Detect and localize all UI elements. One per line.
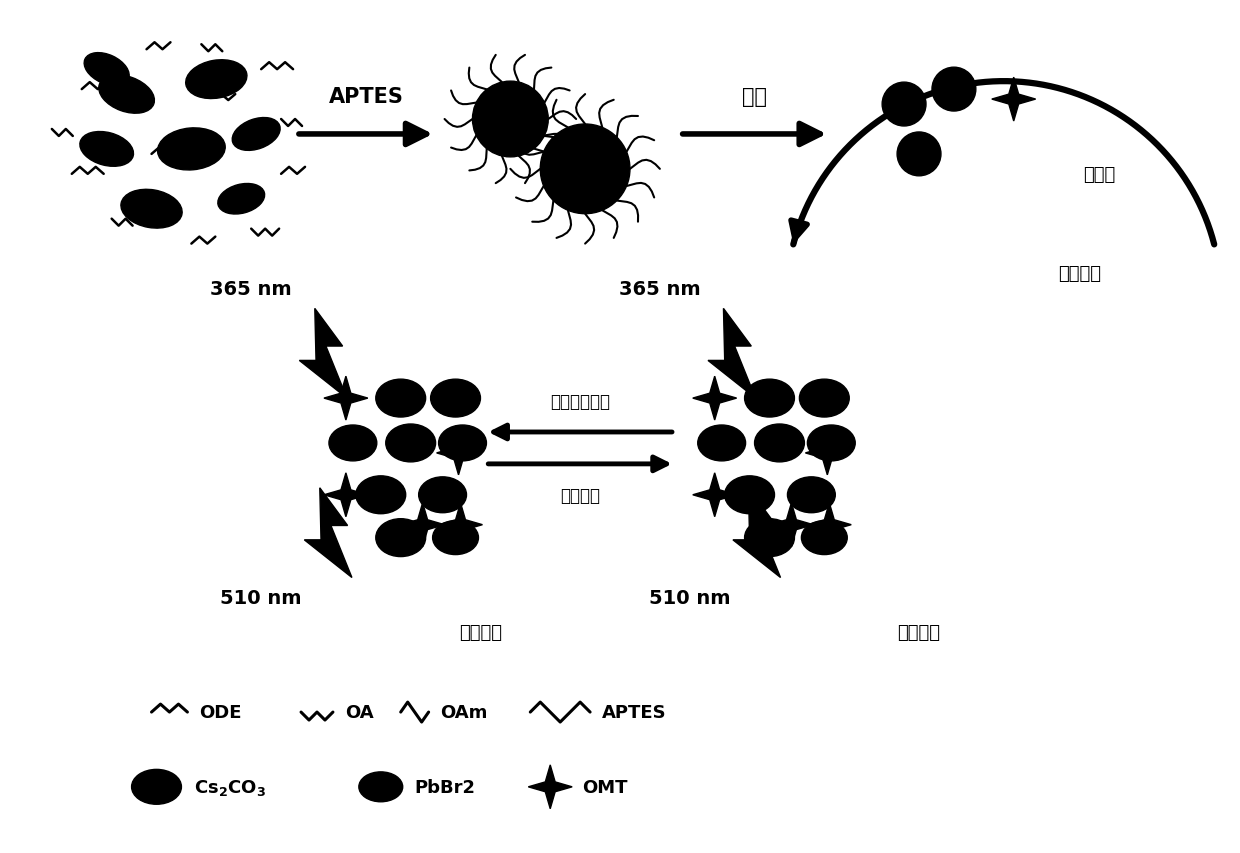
Polygon shape (401, 503, 445, 547)
Polygon shape (439, 503, 482, 547)
Circle shape (882, 83, 926, 127)
Polygon shape (528, 765, 572, 809)
Polygon shape (324, 473, 368, 517)
Ellipse shape (376, 519, 425, 557)
Ellipse shape (744, 380, 795, 417)
Ellipse shape (99, 76, 155, 114)
Ellipse shape (358, 772, 403, 802)
Polygon shape (806, 432, 849, 475)
Polygon shape (733, 488, 780, 577)
Text: 荧光恢复: 荧光恢复 (459, 624, 502, 641)
Ellipse shape (807, 426, 856, 461)
Text: OMT: OMT (582, 778, 627, 796)
Ellipse shape (386, 425, 435, 462)
Ellipse shape (433, 521, 479, 555)
Text: 聚合反应: 聚合反应 (1059, 265, 1101, 283)
Circle shape (897, 133, 941, 177)
Text: 交联剂: 交联剂 (1084, 165, 1116, 183)
Ellipse shape (79, 132, 134, 167)
Ellipse shape (329, 426, 377, 461)
Text: 365 nm: 365 nm (619, 280, 701, 299)
Polygon shape (324, 377, 368, 421)
Ellipse shape (186, 61, 247, 100)
Ellipse shape (356, 476, 405, 514)
Polygon shape (304, 488, 352, 577)
Ellipse shape (122, 190, 182, 229)
Ellipse shape (801, 521, 847, 555)
Ellipse shape (787, 478, 836, 514)
Ellipse shape (430, 380, 480, 417)
Ellipse shape (218, 184, 264, 215)
Text: 510 nm: 510 nm (649, 589, 730, 607)
Circle shape (472, 82, 548, 158)
Ellipse shape (84, 54, 129, 87)
Text: 365 nm: 365 nm (211, 280, 291, 299)
Polygon shape (807, 503, 851, 547)
Text: PbBr2: PbBr2 (414, 778, 476, 796)
Polygon shape (436, 432, 480, 475)
Polygon shape (299, 309, 347, 398)
Text: APTES: APTES (603, 703, 667, 722)
Ellipse shape (131, 769, 181, 804)
Ellipse shape (376, 380, 425, 417)
Ellipse shape (232, 119, 280, 151)
Ellipse shape (744, 519, 795, 557)
Ellipse shape (157, 129, 226, 171)
Text: OAm: OAm (440, 703, 489, 722)
Ellipse shape (800, 380, 849, 417)
Ellipse shape (724, 476, 775, 514)
Polygon shape (708, 309, 755, 398)
Text: ODE: ODE (200, 703, 242, 722)
Text: 510 nm: 510 nm (221, 589, 301, 607)
Circle shape (932, 68, 976, 112)
Text: 洗脱模版分子: 洗脱模版分子 (551, 392, 610, 410)
Text: APTES: APTES (329, 87, 403, 107)
Ellipse shape (419, 478, 466, 514)
Ellipse shape (755, 425, 805, 462)
Text: 荧光淡灯: 荧光淡灯 (898, 624, 940, 641)
Text: OA: OA (345, 703, 373, 722)
Polygon shape (693, 377, 737, 421)
Ellipse shape (439, 426, 486, 461)
Polygon shape (693, 473, 737, 517)
Text: $\mathbf{Cs_2CO_3}$: $\mathbf{Cs_2CO_3}$ (195, 777, 267, 797)
Ellipse shape (698, 426, 745, 461)
Circle shape (541, 125, 630, 214)
Text: 水解: 水解 (742, 87, 768, 107)
Text: 重新绑定: 重新绑定 (560, 486, 600, 504)
Polygon shape (770, 503, 813, 547)
Polygon shape (992, 78, 1035, 122)
